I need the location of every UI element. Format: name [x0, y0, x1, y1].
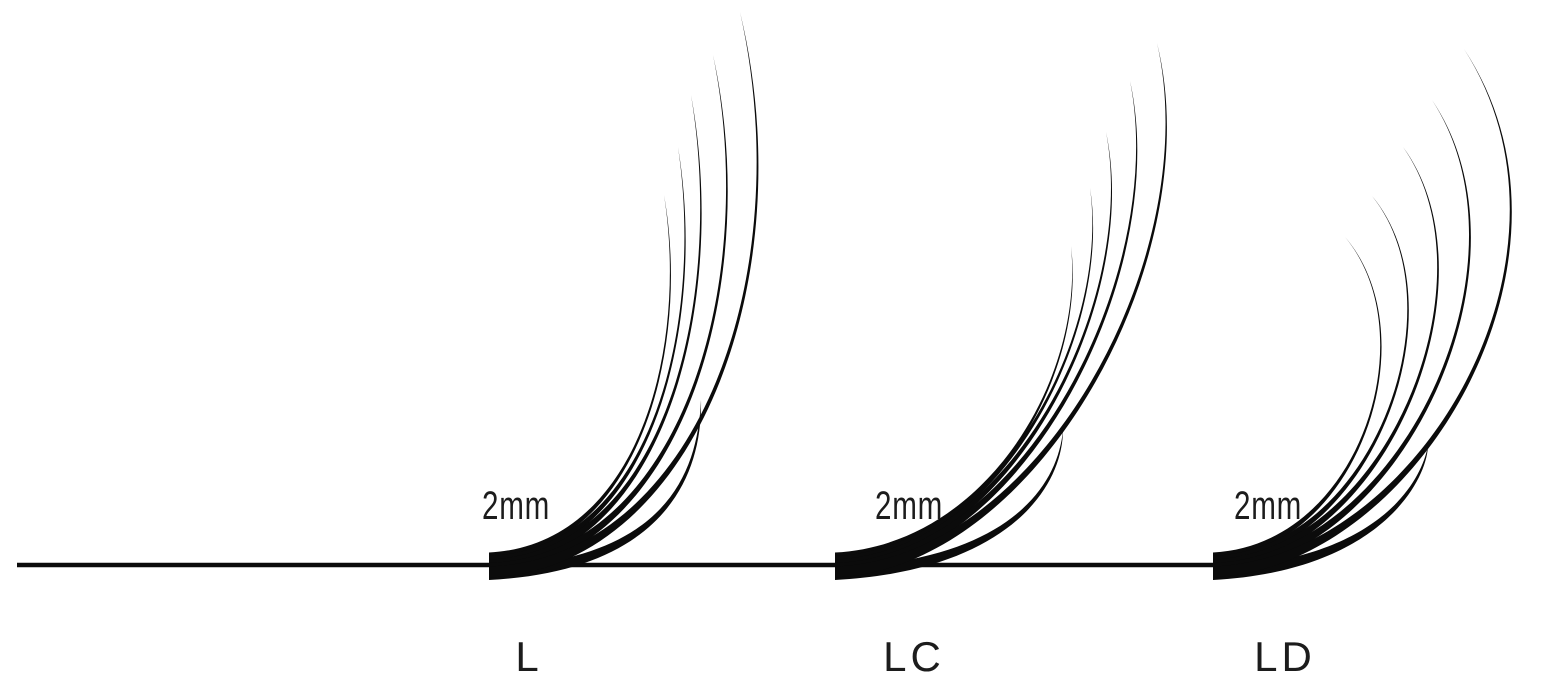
curl-label-l: L — [515, 633, 543, 680]
lash-path — [835, 430, 1063, 580]
lash-fan-lc — [835, 43, 1167, 580]
lash-path — [489, 95, 702, 569]
lash-path — [489, 55, 728, 573]
curl-label-lc: LC — [883, 633, 945, 680]
base-length-label-l: 2mm — [482, 484, 550, 528]
base-length-label-lc: 2mm — [875, 484, 943, 528]
lash-fan-l — [489, 12, 759, 580]
lash-path — [1213, 445, 1428, 580]
base-length-label-ld: 2mm — [1234, 484, 1302, 528]
lash-path — [489, 147, 686, 564]
lash-path — [489, 12, 759, 578]
lash-path — [1213, 237, 1382, 560]
curl-label-ld: LD — [1254, 633, 1316, 680]
lash-fan-ld — [1213, 49, 1512, 580]
